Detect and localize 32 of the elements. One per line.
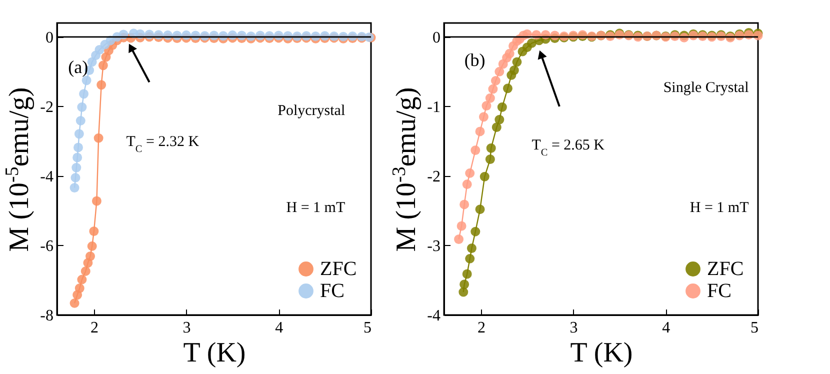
y-tick-label: -2 — [40, 98, 54, 116]
legend-label: ZFC — [707, 258, 744, 280]
annotation: H = 1 mT — [690, 200, 749, 216]
annotation: T$_{C}$ = 2.65 K — [532, 138, 605, 158]
legend-label: ZFC — [320, 258, 357, 280]
x-tick-label: 3 — [570, 320, 578, 336]
annotation: Single Crystal — [663, 80, 749, 96]
x-tick-label: 2 — [90, 320, 98, 336]
legend-label: FC — [320, 280, 344, 302]
y-tick-label: -3 — [427, 238, 440, 255]
y-tick-label: -4 — [40, 168, 54, 186]
x-tick-label: 5 — [750, 320, 758, 336]
y-tick-label: 0 — [46, 29, 54, 46]
x-tick-label: 2 — [477, 320, 486, 336]
y-tick-label: -2 — [427, 168, 440, 186]
x-axis-title: T (K) — [570, 338, 633, 368]
y-tick-label: -4 — [427, 308, 440, 324]
annotation: (a) — [68, 57, 88, 78]
x-tick-label: 4 — [662, 320, 670, 336]
annotation: T$_{C}$ = 2.32 K — [126, 134, 200, 155]
annotation: H = 1 mT — [286, 200, 346, 216]
annotation: Polycrystal — [278, 102, 346, 119]
y-tick-label: -8 — [40, 308, 54, 324]
x-tick-label: 3 — [182, 320, 191, 336]
y-tick-label: -6 — [40, 238, 54, 255]
x-tick-label: 4 — [275, 320, 284, 336]
x-axis-title: T (K) — [183, 338, 246, 368]
annotation: (b) — [464, 50, 486, 70]
y-tick-label: -1 — [427, 98, 440, 116]
legend-label: FC — [707, 280, 732, 302]
x-tick-label: 5 — [364, 320, 372, 336]
y-tick-label: 0 — [432, 29, 440, 46]
